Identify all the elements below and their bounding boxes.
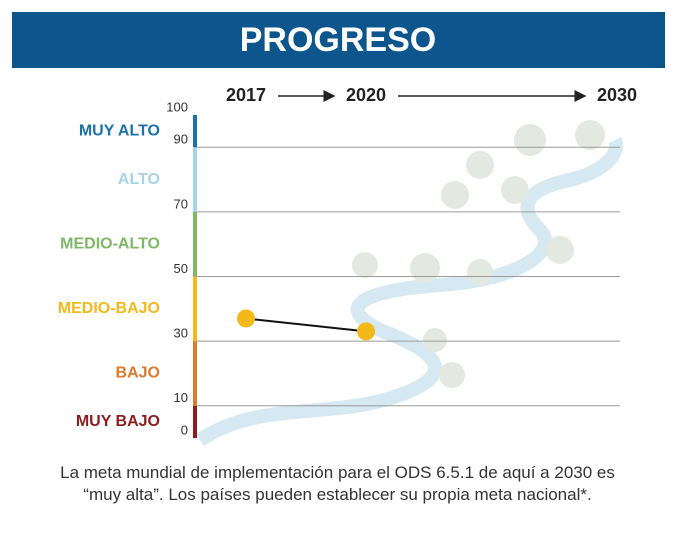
band: [193, 277, 197, 342]
band-label: MUY ALTO: [79, 122, 160, 139]
band: [193, 341, 197, 406]
y-tick-label: 90: [174, 132, 188, 147]
band-label: ALTO: [118, 171, 160, 188]
progress-line: [246, 318, 366, 331]
x-tick-label: 2020: [346, 85, 386, 105]
band-label: MEDIO-ALTO: [60, 235, 160, 252]
y-tick-label: 10: [174, 390, 188, 405]
y-tick-label: 30: [174, 326, 188, 341]
chart: PROGRESO MUY BAJO BAJO MEDIO-BAJO MEDIO-ALT…: [0, 0, 675, 460]
y-tick-label: 70: [174, 196, 188, 211]
band: [193, 147, 197, 212]
y-tick-label: 0: [181, 422, 188, 437]
y-tick-label: 50: [174, 261, 188, 276]
trees: [352, 120, 605, 388]
band: [193, 115, 197, 147]
x-tick-label: 2030: [597, 85, 637, 105]
river: [200, 140, 616, 440]
page: PROGRESO MUY BAJO BAJO MEDIO-BAJO MEDIO-ALT…: [0, 0, 675, 540]
progress-point: [237, 309, 255, 327]
x-tick-label: 2017: [226, 85, 266, 105]
band: [193, 406, 197, 438]
caption: La meta mundial de implementación para e…: [50, 462, 625, 506]
band-label: BAJO: [116, 365, 160, 382]
y-tick-label: 100: [166, 99, 188, 114]
progress-point: [357, 322, 375, 340]
band-label: MEDIO-BAJO: [58, 300, 160, 317]
band: [193, 212, 197, 277]
band-label: MUY BAJO: [76, 413, 160, 430]
chart-title: PROGRESO: [240, 21, 436, 59]
